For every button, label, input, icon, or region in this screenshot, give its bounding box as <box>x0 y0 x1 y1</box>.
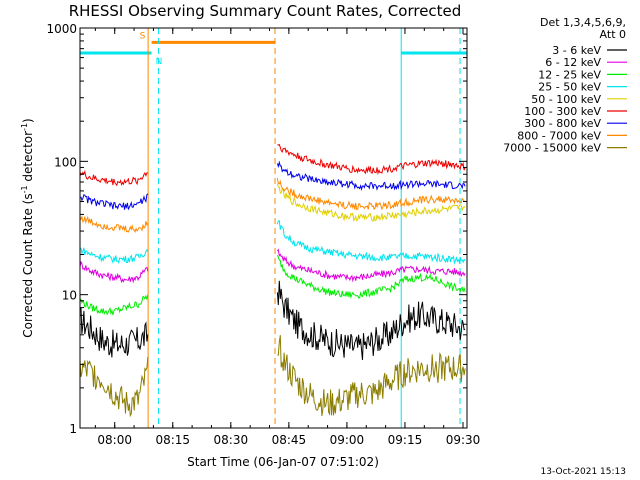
series-line <box>79 214 149 234</box>
series-line <box>276 255 466 299</box>
series-line <box>277 335 466 416</box>
series-line <box>79 260 149 284</box>
legend-label: 50 - 100 keV <box>531 93 601 106</box>
mode-lines <box>147 28 461 428</box>
x-tick-label: 08:15 <box>155 433 190 447</box>
series-line <box>79 294 149 316</box>
legend-label: 7000 - 15000 keV <box>503 142 601 155</box>
series-line <box>276 280 466 360</box>
legend-label: 300 - 800 keV <box>524 117 601 130</box>
chart-title: RHESSI Observing Summary Count Rates, Co… <box>69 2 462 20</box>
y-axis: 1 10 100 1000 <box>46 22 467 436</box>
legend-label: 6 - 12 keV <box>545 56 601 69</box>
series-line <box>276 248 466 283</box>
series-line <box>79 356 149 418</box>
series-line <box>79 169 148 187</box>
series-line <box>80 247 149 265</box>
x-tick-label: 08:45 <box>272 433 307 447</box>
legend-header: Det 1,3,4,5,6,9, <box>540 16 626 29</box>
legend-label: 3 - 6 keV <box>552 44 601 57</box>
plot-frame <box>79 27 468 429</box>
legend-header: Att 0 <box>600 28 626 41</box>
legend-label: 800 - 7000 keV <box>517 129 601 142</box>
flag-label: S <box>140 31 146 41</box>
y-tick-label: 10 <box>62 289 77 303</box>
y-axis-label: Corrected Count Rate (s-1 detector-1) <box>20 118 35 337</box>
legend-label: 100 - 300 keV <box>524 105 601 118</box>
x-tick-label: 08:00 <box>97 433 132 447</box>
x-axis: 08:00 08:15 08:30 08:45 09:00 09:15 09:30 <box>94 28 481 447</box>
series-line <box>276 160 466 192</box>
series-group <box>79 143 466 418</box>
series-line <box>276 183 466 222</box>
x-tick-label: 09:30 <box>446 433 481 447</box>
x-axis-label: Start Time (06-Jan-07 07:51:02) <box>187 455 379 469</box>
flag-bars: SN <box>80 31 467 67</box>
x-tick-label: 09:00 <box>330 433 365 447</box>
legend-label: 12 - 25 keV <box>538 68 601 81</box>
series-line <box>79 193 149 210</box>
series-line <box>277 143 466 176</box>
legend-label: 25 - 50 keV <box>538 81 601 94</box>
y-tick-label: 1 <box>69 422 77 436</box>
series-line <box>276 177 466 211</box>
x-tick-label: 09:15 <box>388 433 423 447</box>
plot-timestamp: 13-Oct-2021 15:13 <box>541 467 626 477</box>
y-tick-label: 1000 <box>46 22 77 36</box>
series-line <box>276 220 466 265</box>
y-tick-label: 100 <box>54 155 77 169</box>
x-tick-label: 08:30 <box>214 433 249 447</box>
series-line <box>79 307 149 358</box>
